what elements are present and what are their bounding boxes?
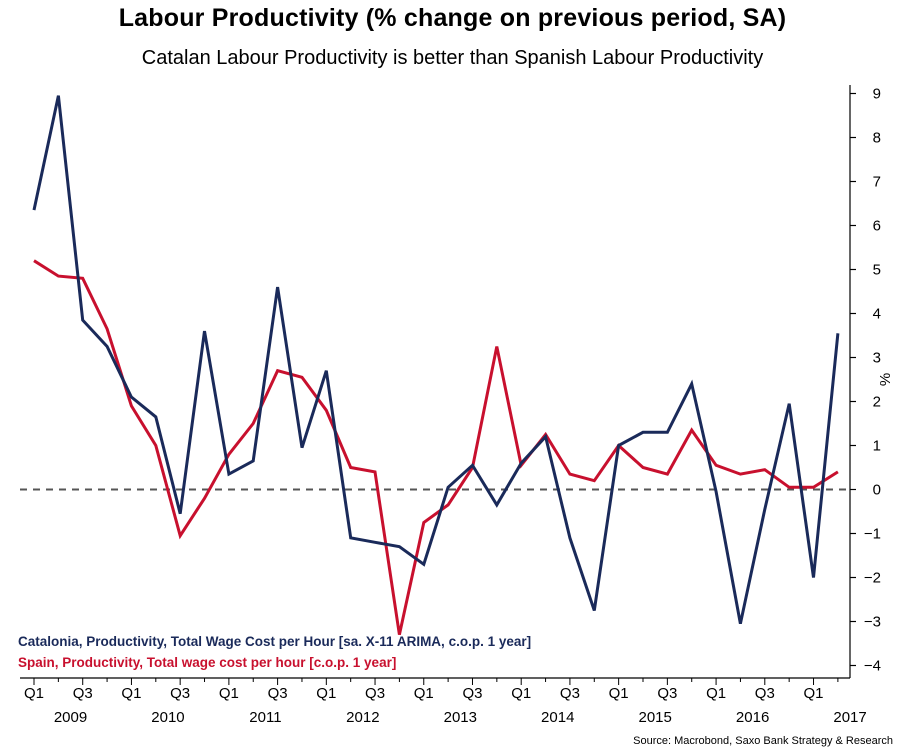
legend-entry-catalonia: Catalonia, Productivity, Total Wage Cost…: [18, 634, 531, 649]
y-tick-label: −3: [864, 614, 881, 631]
series-line-catalonia: [32, 95, 840, 625]
x-tick-label-year: 2012: [346, 709, 379, 726]
x-tick-label-year: 2016: [736, 709, 769, 726]
y-tick-label: −1: [864, 526, 881, 543]
x-tick-label-quarter: Q1: [609, 685, 629, 702]
y-tick-label: 3: [873, 350, 881, 367]
x-tick-label-quarter: Q1: [121, 685, 141, 702]
chart-title: Labour Productivity (% change on previou…: [118, 4, 787, 32]
series-layer: [32, 95, 840, 636]
x-tick-label-quarter: Q1: [219, 685, 239, 702]
legend-entry-spain: Spain, Productivity, Total wage cost per…: [18, 655, 396, 670]
x-tick-label-quarter: Q1: [414, 685, 434, 702]
y-axis-label: %: [877, 373, 894, 386]
y-tick-label: 4: [873, 306, 881, 323]
y-tick-label: 1: [873, 438, 881, 455]
x-tick-label-quarter: Q1: [804, 685, 824, 702]
y-tick-label: 9: [873, 86, 881, 103]
y-tick-label: −2: [864, 570, 881, 587]
x-tick-label-quarter: Q3: [462, 685, 482, 702]
x-tick-label-quarter: Q3: [170, 685, 190, 702]
x-tick-label-quarter: Q3: [365, 685, 385, 702]
chart-subtitle: Catalan Labour Productivity is better th…: [141, 47, 764, 69]
legend: Catalonia, Productivity, Total Wage Cost…: [18, 634, 531, 670]
x-tick-label-quarter: Q3: [268, 685, 288, 702]
x-tick-label-quarter: Q1: [316, 685, 336, 702]
x-tick-label-year: 2009: [54, 709, 87, 726]
y-tick-label: 0: [873, 482, 881, 499]
source-note: Source: Macrobond, Saxo Bank Strategy & …: [633, 735, 893, 747]
x-tick-label-quarter: Q3: [560, 685, 580, 702]
y-tick-label: 8: [873, 130, 881, 147]
y-tick-label: 5: [873, 262, 881, 279]
x-tick-label-quarter: Q1: [511, 685, 531, 702]
series-line-spain: [33, 259, 839, 636]
x-tick-label-year: 2015: [638, 709, 671, 726]
x-tick-label-year: 2014: [541, 709, 574, 726]
x-tick-label-quarter: Q3: [755, 685, 775, 702]
x-tick-label-year: 2013: [444, 709, 477, 726]
x-tick-label-quarter: Q3: [657, 685, 677, 702]
x-tick-label-quarter: Q1: [706, 685, 726, 702]
axes: 9 8 7 6 5 4 3 2 1 0 −1 −2 −3 −4% Q1 Q3 Q1 Q3 Q1 Q3 Q1 Q3 Q1 Q3 Q…: [20, 85, 894, 726]
x-tick-label-year: 2010: [151, 709, 184, 726]
y-tick-label: −4: [864, 658, 881, 675]
x-tick-label-year: 2017: [833, 709, 866, 726]
x-tick-label-quarter: Q1: [24, 685, 44, 702]
x-tick-label-quarter: Q3: [73, 685, 93, 702]
y-tick-label: 6: [873, 218, 881, 235]
y-tick-label: 7: [873, 174, 881, 191]
y-tick-label: 2: [873, 394, 881, 411]
x-tick-label-year: 2011: [249, 709, 281, 726]
